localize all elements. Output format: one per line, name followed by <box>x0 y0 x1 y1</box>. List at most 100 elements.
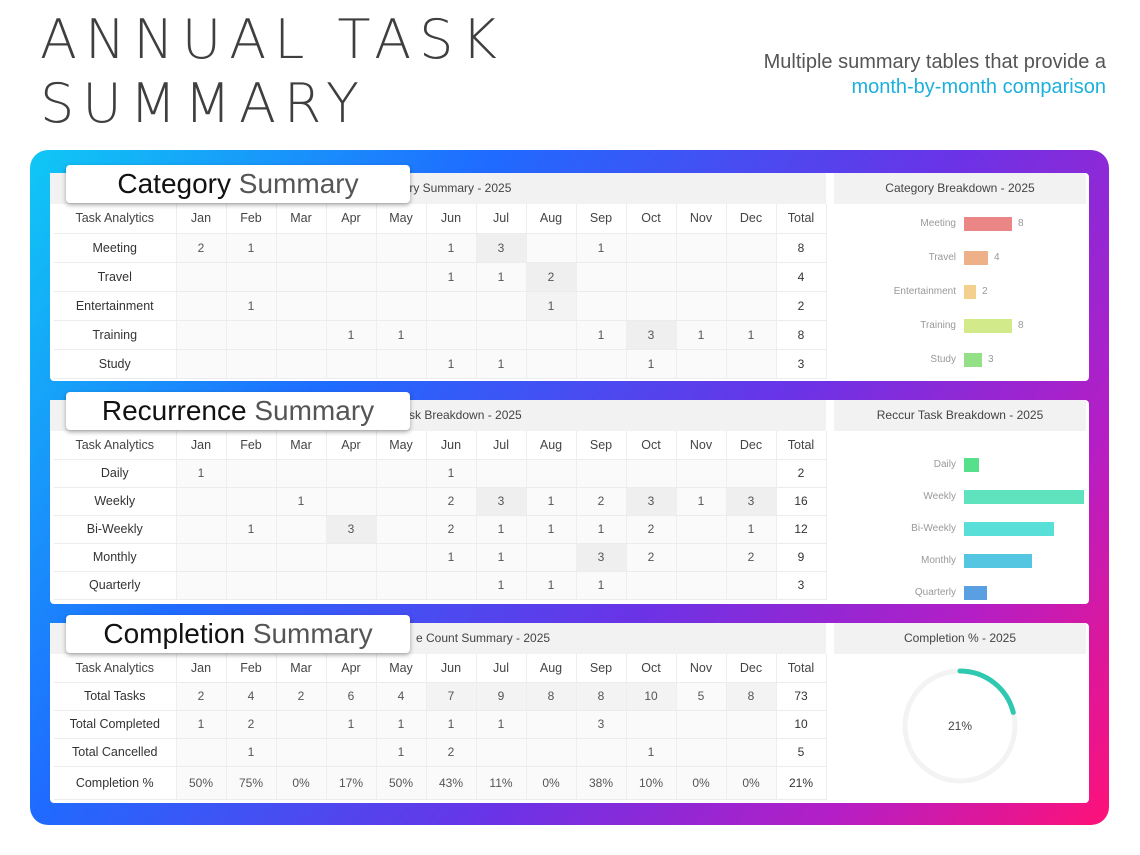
category-summary-badge: Category Summary <box>66 165 410 203</box>
cell <box>276 233 327 263</box>
cell: 3 <box>726 487 777 516</box>
cell: 3 <box>576 710 627 739</box>
badge-light: Summary <box>252 618 373 649</box>
cell: 1 <box>526 571 577 600</box>
bar-label: Monthly <box>920 555 956 566</box>
month-header-aug: Aug <box>526 204 577 234</box>
cell <box>226 349 277 379</box>
bar-fill <box>964 458 979 472</box>
title-line-1: ANNUAL TASK <box>40 8 505 71</box>
panel-title: Reccur Task Breakdown - 2025 <box>834 400 1086 431</box>
corner-label: Task Analytics <box>54 654 177 683</box>
cell <box>626 459 677 488</box>
table-title-text: e Count Summary - 2025 <box>416 631 551 645</box>
badge-bold: Category <box>117 168 232 199</box>
cell: 2 <box>176 682 227 711</box>
month-header-nov: Nov <box>676 431 727 460</box>
completion-donut-chart: 21% <box>902 668 1018 784</box>
table-row: Meeting 2 1 1 3 1 8 <box>54 233 827 263</box>
bar-label: Entertainment <box>893 286 956 297</box>
cell: 2 <box>726 543 777 572</box>
row-label: Monthly <box>54 543 177 572</box>
cell: 1 <box>276 487 327 516</box>
total-header: Total <box>776 654 827 683</box>
cell <box>426 291 477 321</box>
cell: 1 <box>426 262 477 292</box>
row-total: 8 <box>776 233 827 263</box>
page-title: ANNUAL TASK SUMMARY <box>40 8 505 136</box>
total-header: Total <box>776 204 827 234</box>
cell <box>226 262 277 292</box>
cell <box>276 349 327 379</box>
table-row: Entertainment 1 1 2 <box>54 291 827 321</box>
badge-light: Summary <box>238 168 359 199</box>
cell <box>726 710 777 739</box>
cell: 2 <box>426 738 477 767</box>
cell <box>326 543 377 572</box>
corner-label: Task Analytics <box>54 431 177 460</box>
cell: 1 <box>226 233 277 263</box>
bar-label: Study <box>930 354 956 365</box>
cell: 1 <box>476 349 527 379</box>
row-total: 2 <box>776 459 827 488</box>
badge-bold: Recurrence <box>101 395 247 426</box>
row-label: Bi-Weekly <box>54 515 177 544</box>
completion-summary-section: Completion Summary e Count Summary - 202… <box>50 615 1089 803</box>
percent-cell: 0% <box>526 766 577 800</box>
percent-cell: 11% <box>476 766 527 800</box>
table-row: Training 1 1 1 3 1 1 8 <box>54 320 827 350</box>
cell <box>276 291 327 321</box>
cell <box>276 320 327 350</box>
cell <box>726 459 777 488</box>
month-header-jun: Jun <box>426 204 477 234</box>
cell: 9 <box>476 682 527 711</box>
cell: 1 <box>626 349 677 379</box>
cell: 1 <box>326 320 377 350</box>
bar-value: 8 <box>1018 218 1024 229</box>
subtitle-line-2: month-by-month comparison <box>851 76 1106 98</box>
cell <box>276 710 327 739</box>
cell: 2 <box>526 262 577 292</box>
panel-title: Completion % - 2025 <box>834 623 1086 654</box>
cell <box>576 262 627 292</box>
percent-cell: 75% <box>226 766 277 800</box>
month-header-may: May <box>376 654 427 683</box>
cell: 2 <box>576 487 627 516</box>
percent-cell: 50% <box>376 766 427 800</box>
month-header-nov: Nov <box>676 654 727 683</box>
cell <box>576 738 627 767</box>
cell: 1 <box>526 487 577 516</box>
cell: 8 <box>526 682 577 711</box>
bar-row: Entertainment 2 <box>834 285 1086 299</box>
table-row: Monthly 1 1 3 2 2 9 <box>54 543 827 572</box>
cell: 8 <box>726 682 777 711</box>
cell: 4 <box>376 682 427 711</box>
cell: 1 <box>576 320 627 350</box>
cell <box>276 459 327 488</box>
month-header-mar: Mar <box>276 204 327 234</box>
cell: 1 <box>676 487 727 516</box>
cell: 1 <box>226 291 277 321</box>
row-total: 8 <box>776 320 827 350</box>
cell <box>176 320 227 350</box>
cell: 3 <box>626 320 677 350</box>
bar-fill <box>964 217 1012 231</box>
cell <box>626 710 677 739</box>
cell <box>326 349 377 379</box>
cell: 2 <box>426 515 477 544</box>
cell: 1 <box>176 459 227 488</box>
cell <box>376 571 427 600</box>
row-label: Total Completed <box>54 710 177 739</box>
month-header-jul: Jul <box>476 431 527 460</box>
bar-fill <box>964 353 982 367</box>
cell <box>626 291 677 321</box>
cell: 1 <box>426 459 477 488</box>
cell <box>326 233 377 263</box>
bar-fill <box>964 522 1054 536</box>
cell: 1 <box>526 515 577 544</box>
cell: 1 <box>376 710 427 739</box>
cell <box>676 515 727 544</box>
cell <box>226 459 277 488</box>
table-row: Study 1 1 1 3 <box>54 349 827 379</box>
cell: 8 <box>576 682 627 711</box>
